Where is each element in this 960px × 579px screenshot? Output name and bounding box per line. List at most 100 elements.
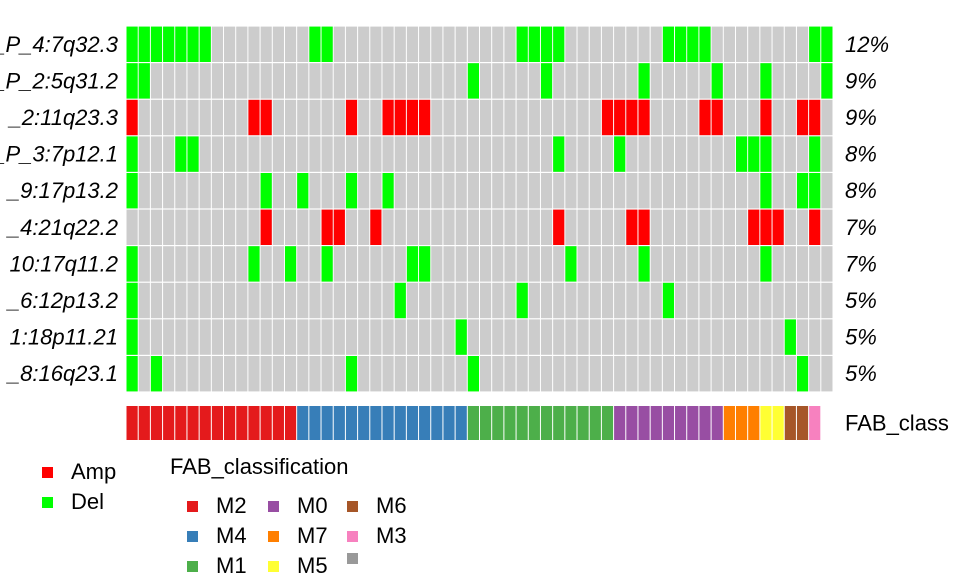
cell-background [467,319,479,355]
cell-background [699,356,711,392]
cell-background [687,63,699,99]
cell-amp [760,99,772,136]
cell-background [431,282,443,319]
cell-del [565,246,577,282]
cell-background [370,319,382,355]
cell-background [516,209,528,245]
cell-background [492,26,504,63]
fab-cell-m1 [528,406,540,440]
cell-background [675,173,687,209]
cell-del [406,246,419,282]
cell-amp [382,99,394,136]
cell-background [504,63,516,99]
fab-cell-m0 [711,406,723,440]
cell-del [394,282,406,319]
cell-background [382,356,394,392]
cell-background [821,209,833,245]
cell-del [516,26,528,63]
cell-background [333,282,345,319]
cell-background [236,26,248,63]
fab-cell-m1 [565,406,577,440]
cell-background [699,282,711,319]
cell-background [772,282,784,319]
cell-background [138,356,150,392]
cell-background [406,209,419,245]
cell-background [394,173,406,209]
cell-background [455,63,467,99]
cell-background [626,63,638,99]
cell-background [540,356,553,392]
cell-background [370,63,382,99]
cell-background [224,319,236,355]
cell-background [333,136,345,172]
fab-cell-m4 [321,406,333,440]
cell-amp [126,99,138,136]
cell-background [662,63,675,99]
cell-background [723,173,735,209]
cell-background [272,209,284,245]
cell-del [784,319,796,355]
cell-background [528,209,540,245]
cell-background [345,319,358,355]
row-percent: 7% [845,215,877,240]
cell-background [345,246,358,282]
cell-background [675,63,687,99]
cell-del [126,356,138,392]
cell-background [138,246,150,282]
cell-background [638,173,650,209]
cell-background [321,63,333,99]
cell-background [821,136,833,172]
legend-swatch [347,530,358,542]
cell-background [236,209,248,245]
cell-background [370,26,382,63]
cell-background [650,246,662,282]
cell-background [492,282,504,319]
cell-background [248,136,260,172]
fab-legend-item: M1 [187,553,247,579]
cell-del [321,26,333,63]
cell-background [601,63,614,99]
legend-swatch [347,500,358,512]
cell-background [163,63,175,99]
legend-swatch [268,530,279,542]
cell-background [236,136,248,172]
cell-background [601,26,614,63]
cell-background [553,319,565,355]
row-label: _6:12p13.2 [6,288,118,313]
cell-background [784,246,796,282]
cell-background [309,209,321,245]
cell-background [772,356,784,392]
cell-background [175,319,187,355]
cell-background [272,26,284,63]
cell-background [565,282,577,319]
cell-background [248,26,260,63]
cell-background [553,356,565,392]
cell-background [772,246,784,282]
cell-background [589,26,601,63]
cell-background [309,282,321,319]
cell-amp [638,209,650,245]
fab-cell-m6 [784,406,796,440]
cell-background [650,99,662,136]
cell-background [358,209,370,245]
cell-background [211,26,224,63]
cell-amp [796,99,809,136]
cell-background [577,26,589,63]
fab-cell-m4 [394,406,406,440]
cell-background [272,246,284,282]
cell-background [163,173,175,209]
row-label: 1:18p11.21 [10,325,118,350]
cell-background [796,246,809,282]
cell-background [577,356,589,392]
cell-del [821,63,833,99]
cell-background [650,282,662,319]
row-label: _P_2:5q31.2 [0,68,118,93]
cell-background [577,173,589,209]
cell-background [455,173,467,209]
cell-background [589,63,601,99]
cell-background [370,173,382,209]
cell-del [711,63,723,99]
legend-label: M7 [297,523,328,548]
cell-background [821,319,833,355]
cell-del [175,136,187,172]
